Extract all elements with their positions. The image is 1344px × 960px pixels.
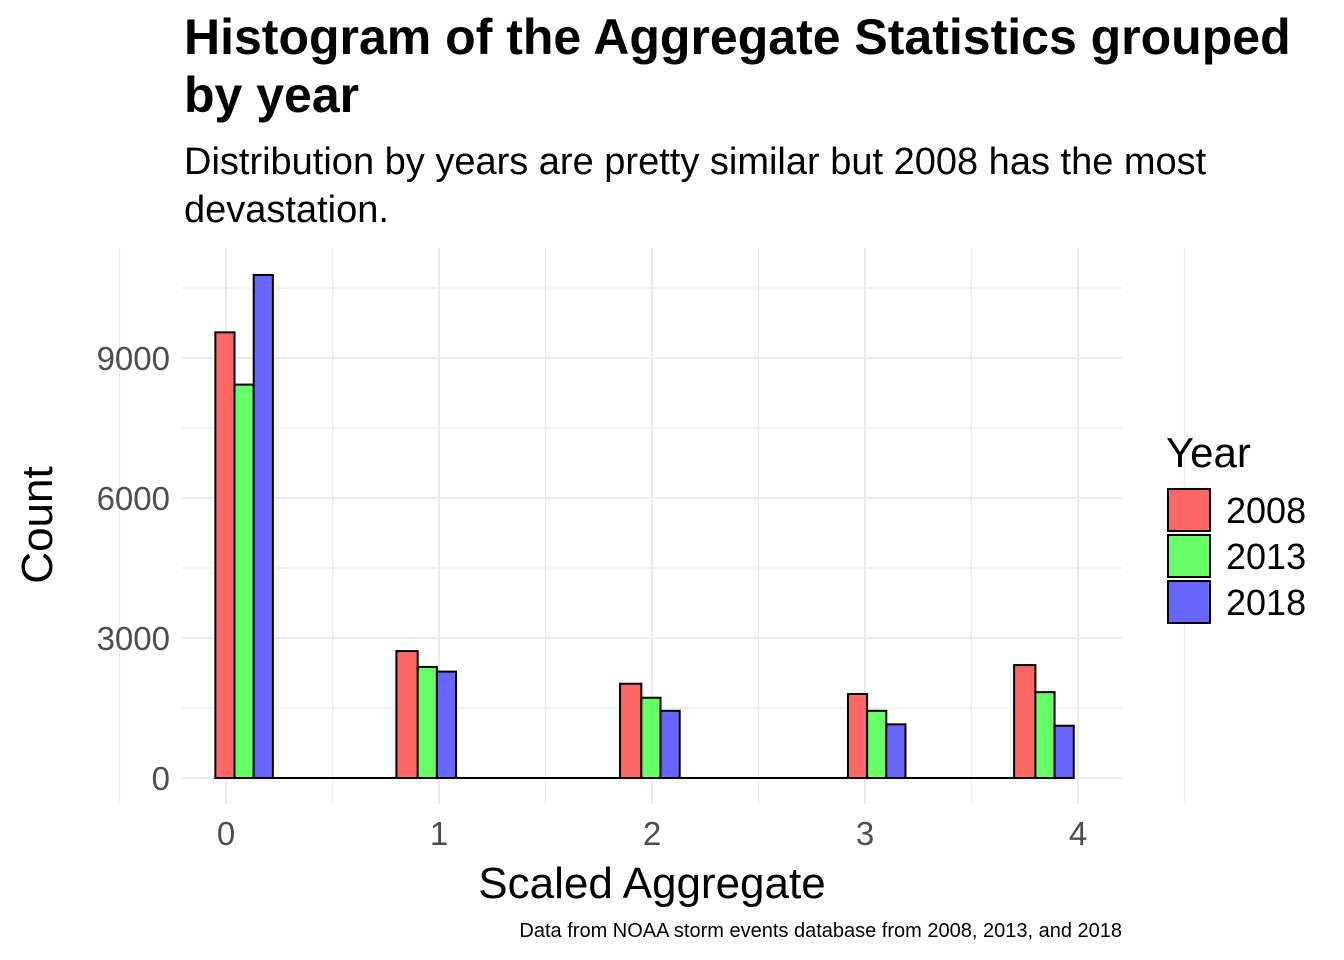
legend-swatch-2013 [1167, 534, 1211, 578]
y-tick-label: 3000 [97, 620, 170, 657]
y-tick-label: 6000 [97, 480, 170, 517]
x-tick-label: 2 [643, 815, 661, 852]
legend-label-2008: 2008 [1226, 490, 1306, 531]
x-tick-label: 3 [856, 815, 874, 852]
bar-2018 [252, 273, 274, 779]
bar-2018 [435, 670, 458, 779]
bar-2018 [659, 709, 681, 779]
x-tick-label: 1 [430, 815, 448, 852]
bar-2008 [1013, 664, 1037, 779]
x-tick-labels: 0 1 2 3 4 [217, 815, 1087, 852]
bar-2008 [395, 650, 419, 779]
legend-title: Year [1166, 429, 1251, 476]
legend-swatch-2018 [1167, 580, 1211, 624]
chart-title: Histogram of the Aggregate Statistics gr… [184, 9, 1291, 123]
x-tick-label: 0 [217, 815, 235, 852]
bar-2018 [1053, 724, 1075, 780]
y-axis-title: Count [13, 466, 62, 583]
bar-2013 [233, 383, 255, 779]
bar-2013 [1034, 691, 1056, 780]
y-tick-labels: 0 3000 6000 9000 [97, 340, 170, 797]
legend-swatch-2008 [1167, 488, 1211, 532]
chart-subtitle: Distribution by years are pretty similar… [184, 141, 1207, 231]
bar-2008 [619, 682, 643, 780]
bar-2008 [214, 331, 236, 779]
chart-caption: Data from NOAA storm events database fro… [519, 920, 1122, 942]
bar-2013 [866, 709, 888, 779]
x-tick-label: 4 [1069, 815, 1087, 852]
bar-2013 [416, 665, 438, 780]
y-tick-label: 0 [152, 760, 170, 797]
bar-2008 [846, 693, 869, 779]
bar-2018 [885, 723, 907, 779]
legend-label-2013: 2013 [1226, 536, 1306, 577]
x-axis-title: Scaled Aggregate [478, 859, 825, 908]
bars [214, 273, 1075, 780]
legend: Year 2008 2013 2018 [1166, 429, 1306, 624]
legend-label-2018: 2018 [1226, 582, 1306, 623]
bar-2013 [640, 696, 662, 780]
y-tick-label: 9000 [97, 340, 170, 377]
